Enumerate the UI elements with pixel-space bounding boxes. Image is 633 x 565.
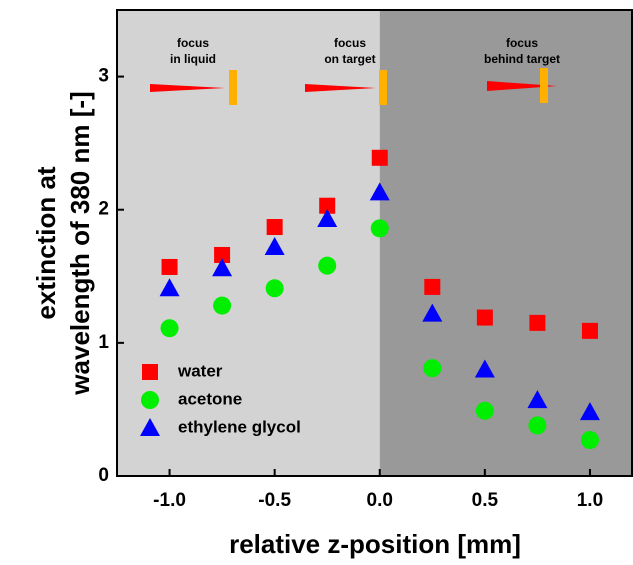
marker-triangle — [317, 209, 338, 228]
plot-frame — [116, 9, 633, 477]
x-tick-label: 0.0 — [367, 490, 393, 511]
marker-circle — [423, 359, 442, 378]
y-tick-label: 0 — [98, 465, 109, 486]
marker-circle — [318, 256, 337, 275]
marker-square — [142, 364, 158, 380]
legend-label: acetone — [178, 389, 242, 408]
target — [540, 68, 548, 103]
marker-square — [266, 219, 283, 236]
marker-triangle — [422, 303, 443, 322]
x-tick-label: -0.5 — [258, 490, 291, 511]
focus-icons — [150, 68, 557, 105]
legend-label: ethylene glycol — [178, 417, 301, 436]
marker-triangle — [159, 278, 180, 297]
legend-label: water — [177, 361, 223, 380]
laser-cone — [150, 84, 225, 92]
laser-cone — [487, 81, 557, 91]
annotation: focus — [506, 36, 538, 50]
marker-circle — [141, 391, 159, 409]
marker-circle — [370, 219, 389, 238]
marker-triangle — [212, 258, 233, 277]
marker-square — [581, 322, 598, 339]
marker-triangle — [474, 359, 495, 378]
x-tick-label: 0.5 — [472, 490, 499, 511]
target — [229, 70, 237, 105]
marker-square — [424, 278, 441, 295]
y-axis-title: wavelength of 380 nm [-] — [65, 91, 95, 395]
annotation: focus — [177, 36, 209, 50]
marker-circle — [160, 319, 179, 338]
x-tick-label: -1.0 — [153, 490, 186, 511]
x-tick-label: 1.0 — [577, 490, 603, 511]
y-tick-label: 1 — [98, 332, 109, 353]
marker-triangle — [140, 418, 160, 436]
annotation: on target — [324, 52, 375, 66]
target — [379, 70, 387, 105]
annotation: in liquid — [170, 52, 216, 66]
y-tick-label: 3 — [98, 66, 109, 87]
marker-circle — [528, 416, 547, 435]
y-axis-title: extinction at — [31, 166, 61, 319]
marker-square — [214, 246, 231, 263]
marker-square — [319, 197, 336, 214]
marker-square — [476, 309, 493, 326]
region — [379, 10, 632, 476]
marker-triangle — [369, 182, 390, 201]
marker-circle — [475, 401, 494, 420]
marker-triangle — [264, 236, 285, 255]
x-axis-title: relative z-position [mm] — [229, 529, 521, 559]
marker-square — [161, 258, 178, 275]
marker-circle — [580, 431, 599, 450]
marker-square — [529, 314, 546, 331]
y-tick-label: 2 — [98, 199, 109, 220]
annotation: focus — [334, 36, 366, 50]
laser-cone — [305, 84, 376, 92]
marker-circle — [265, 279, 284, 298]
marker-triangle — [527, 390, 548, 409]
marker-circle — [213, 296, 232, 315]
marker-triangle — [579, 402, 600, 421]
marker-square — [371, 149, 388, 166]
annotation: behind target — [484, 52, 560, 66]
